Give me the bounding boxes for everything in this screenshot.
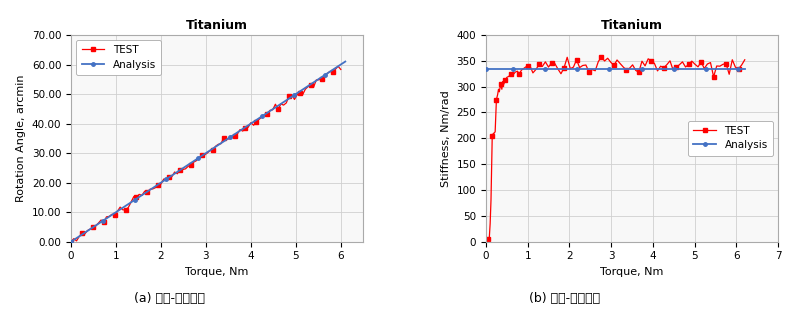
Analysis [66, 240, 76, 244]
Title: Titanium: Titanium [186, 19, 248, 32]
Line: TEST: TEST [486, 55, 747, 241]
TEST [66, 240, 76, 244]
Analysis [138, 193, 148, 197]
Analysis [634, 67, 643, 71]
Text: (b) 토크-강성변화: (b) 토크-강성변화 [529, 292, 600, 305]
TEST [333, 64, 343, 68]
Y-axis label: Stiffness, Nm/rad: Stiffness, Nm/rad [441, 90, 451, 187]
Title: Titanium: Titanium [601, 19, 663, 32]
Analysis [130, 198, 139, 202]
Analysis [217, 141, 227, 144]
TEST [322, 72, 332, 75]
Analysis [340, 60, 350, 64]
Analysis [531, 67, 540, 71]
Line: Analysis: Analysis [70, 60, 347, 243]
Analysis [301, 86, 310, 90]
X-axis label: Torque, Nm: Torque, Nm [186, 267, 249, 277]
TEST [129, 195, 138, 198]
TEST [205, 149, 215, 153]
TEST [336, 67, 345, 71]
TEST [227, 136, 236, 140]
TEST [740, 58, 750, 62]
Analysis [682, 67, 691, 71]
TEST [513, 69, 522, 73]
TEST [678, 60, 687, 64]
Analysis [666, 67, 675, 71]
Analysis [297, 88, 307, 92]
Line: Analysis: Analysis [484, 67, 747, 70]
Analysis [150, 185, 160, 189]
TEST [519, 67, 529, 71]
Line: TEST: TEST [70, 64, 343, 244]
Text: (a) 토크-변형변위: (a) 토크-변형변위 [134, 292, 205, 305]
Analysis [514, 67, 524, 71]
Legend: TEST, Analysis: TEST, Analysis [688, 121, 773, 156]
Y-axis label: Rotation Angle, arcmin: Rotation Angle, arcmin [17, 75, 26, 202]
TEST [596, 55, 606, 59]
TEST [600, 59, 609, 63]
TEST [118, 208, 128, 212]
Legend: TEST, Analysis: TEST, Analysis [77, 40, 161, 75]
TEST [588, 68, 597, 72]
X-axis label: Torque, Nm: Torque, Nm [600, 267, 664, 277]
TEST [483, 237, 493, 241]
Analysis [481, 67, 491, 71]
Analysis [492, 67, 502, 71]
TEST [529, 71, 538, 75]
Analysis [740, 67, 750, 71]
TEST [314, 78, 324, 82]
